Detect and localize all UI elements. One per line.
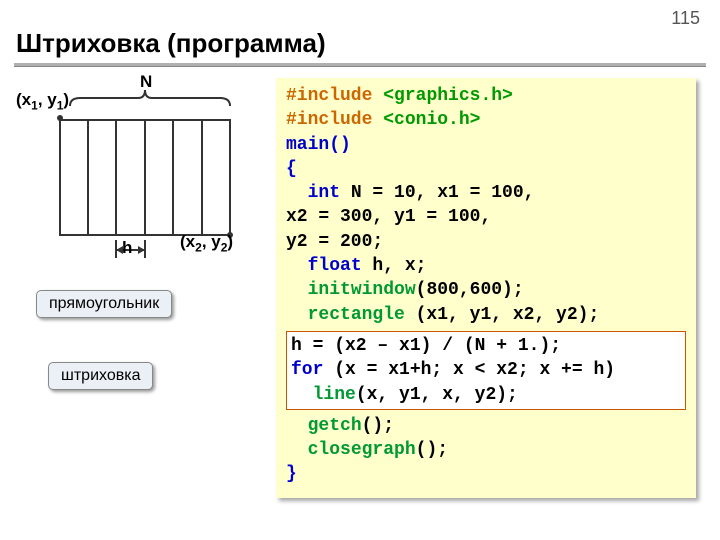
code-initargs: (800,600); <box>416 280 524 300</box>
code-brace-open: { <box>286 157 686 181</box>
code-hcalc: h = (x2 – x1) / (N + 1.); <box>291 334 681 358</box>
code-include2: #include <box>286 110 372 130</box>
code-rectargs: (x1, y1, x2, y2); <box>405 305 599 325</box>
h-label: h <box>122 238 132 258</box>
code-decl1: N = 10, x1 = 100, <box>340 183 534 203</box>
code-int: int <box>308 183 340 203</box>
code-brace-close: } <box>286 462 686 486</box>
code-decl3: y2 = 200; <box>286 230 686 254</box>
page-number: 115 <box>671 8 700 29</box>
code-forrest: (x = x1+h; x < x2; x += h) <box>323 360 615 380</box>
code-main: main() <box>286 133 686 157</box>
code-hdr2: <conio.h> <box>383 110 480 130</box>
code-floatvars: h, x; <box>362 256 427 276</box>
code-line-args: (x, y1, x, y2); <box>356 385 518 405</box>
code-getch: getch <box>308 416 362 436</box>
label-hatching: штриховка <box>48 362 153 390</box>
code-closegraph-args: (); <box>416 440 448 460</box>
code-hdr1: <graphics.h> <box>383 86 513 106</box>
code-float: float <box>308 256 362 276</box>
code-initwindow: initwindow <box>308 280 416 300</box>
code-highlight-box: h = (x2 – x1) / (N + 1.); for (x = x1+h;… <box>286 331 686 410</box>
code-for: for <box>291 360 323 380</box>
code-rectangle: rectangle <box>308 305 405 325</box>
point1-label: (x1, y1) <box>16 90 69 112</box>
code-getch-args: (); <box>362 416 394 436</box>
code-closegraph: closegraph <box>308 440 416 460</box>
point2-label: (x2, y2) <box>180 232 233 254</box>
code-line-fn: line <box>313 385 356 405</box>
label-rectangle: прямоугольник <box>36 290 172 318</box>
page-title: Штриховка (программа) <box>16 28 326 59</box>
code-decl2: x2 = 300, y1 = 100, <box>286 205 686 229</box>
n-label: N <box>140 72 152 92</box>
code-include1: #include <box>286 86 372 106</box>
title-underline <box>14 63 706 67</box>
diagram-area: (x1, y1) N h (x2, y2) <box>20 80 260 260</box>
code-block: #include <graphics.h> #include <conio.h>… <box>276 78 696 498</box>
